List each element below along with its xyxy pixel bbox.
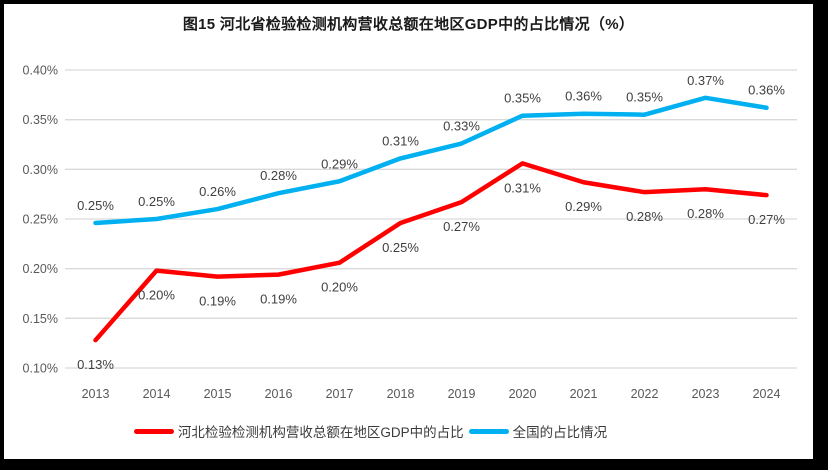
- national-series-swatch: [468, 428, 509, 434]
- legend-item-hebei: 河北检验检测机构营收总额在地区GDP中的占比: [133, 421, 464, 441]
- chart-title: 图15 河北省检验检测机构营收总额在地区GDP中的占比情况（%）: [182, 16, 635, 33]
- chart-canvas: 图15 河北省检验检测机构营收总额在地区GDP中的占比情况（%） 0.40% 0.…: [4, 4, 813, 459]
- data-label-national: 0.35%: [626, 90, 663, 105]
- x-axis-tick-label: 2015: [204, 387, 232, 401]
- y-axis-tick-label: 0.20%: [23, 262, 58, 276]
- data-label-national: 0.26%: [199, 184, 236, 199]
- series-line-hebei: [93, 161, 769, 343]
- y-axis-tick-label: 0.10%: [23, 362, 58, 376]
- data-label-hebei: 0.20%: [321, 280, 358, 295]
- x-axis-tick-label: 2022: [631, 387, 659, 401]
- data-label-national: 0.36%: [748, 83, 785, 98]
- y-axis-tick-label: 0.35%: [23, 113, 58, 127]
- data-label-hebei: 0.19%: [260, 292, 297, 307]
- y-axis-tick-label: 0.40%: [23, 64, 58, 78]
- x-axis-tick-label: 2017: [326, 387, 354, 401]
- data-label-hebei: 0.27%: [748, 212, 785, 227]
- x-axis-tick-label: 2016: [265, 387, 293, 401]
- x-axis-tick-label: 2014: [143, 387, 171, 401]
- y-axis-tick-label: 0.30%: [23, 163, 58, 177]
- data-label-national: 0.36%: [565, 89, 602, 104]
- data-label-hebei: 0.20%: [138, 288, 175, 303]
- data-label-hebei: 0.19%: [199, 294, 236, 309]
- data-label-national: 0.35%: [504, 91, 541, 106]
- data-label-national: 0.29%: [321, 156, 358, 171]
- data-label-hebei: 0.29%: [565, 199, 602, 214]
- x-axis-tick-label: 2023: [692, 387, 720, 401]
- legend-label-hebei: 河北检验检测机构营收总额在地区GDP中的占比: [177, 425, 464, 440]
- data-label-national: 0.28%: [260, 168, 297, 183]
- x-axis-tick-label: 2019: [448, 387, 476, 401]
- chart-plot-area: 0.40% 0.35% 0.30% 0.25% 0.20% 0.15% 0.10% 2013 2…: [23, 64, 797, 401]
- data-label-hebei: 0.28%: [687, 206, 724, 221]
- data-label-hebei: 0.28%: [626, 209, 663, 224]
- data-label-hebei: 0.27%: [443, 219, 480, 234]
- chart-legend: 河北检验检测机构营收总额在地区GDP中的占比 全国的占比情况: [0, 421, 775, 441]
- x-axis-tick-label: 2018: [387, 387, 415, 401]
- data-label-national: 0.31%: [382, 133, 419, 148]
- legend-label-national: 全国的占比情况: [512, 425, 608, 440]
- legend-item-national: 全国的占比情况: [468, 421, 608, 441]
- data-label-hebei: 0.25%: [382, 240, 419, 255]
- x-axis-tick-label: 2020: [509, 387, 537, 401]
- hebei-series-swatch: [133, 428, 174, 434]
- data-label-national: 0.25%: [77, 198, 114, 213]
- x-axis-tick-label: 2024: [753, 387, 781, 401]
- data-label-national: 0.37%: [687, 73, 724, 88]
- y-axis-tick-label: 0.25%: [23, 213, 58, 227]
- data-label-national: 0.33%: [443, 119, 480, 134]
- x-axis-tick-label: 2013: [82, 387, 110, 401]
- series-line-national: [93, 95, 769, 226]
- data-label-national: 0.25%: [138, 194, 175, 209]
- x-axis-tick-label: 2021: [570, 387, 598, 401]
- y-axis-tick-label: 0.15%: [23, 312, 58, 326]
- data-label-hebei: 0.13%: [77, 357, 114, 372]
- data-label-hebei: 0.31%: [504, 180, 541, 195]
